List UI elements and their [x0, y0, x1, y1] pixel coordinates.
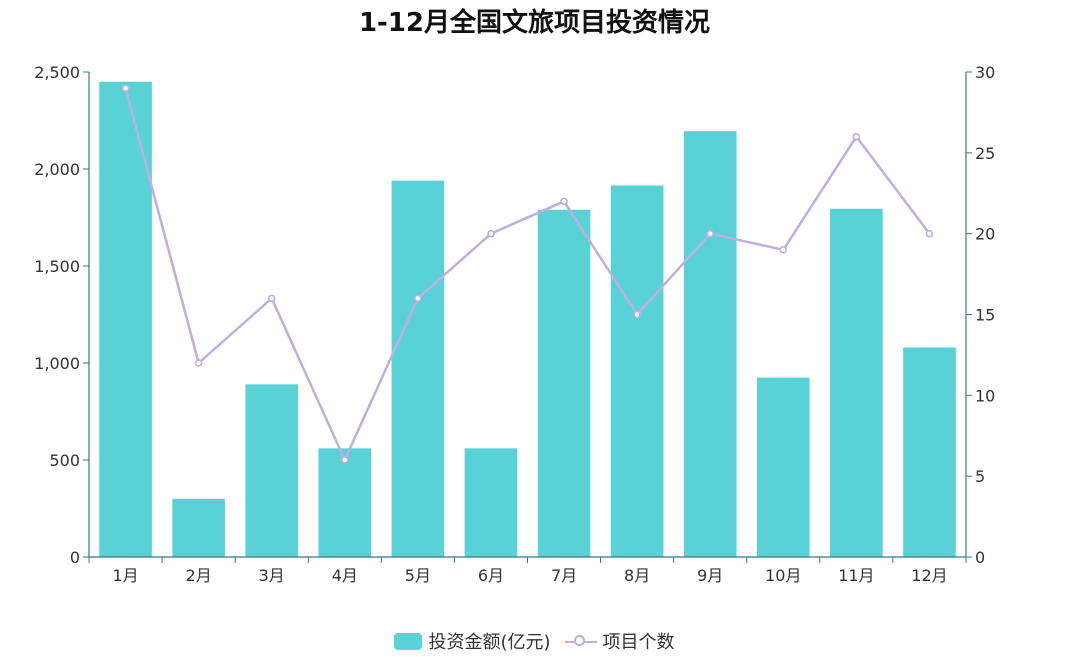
y-tick-label-right: 20	[975, 225, 995, 244]
line-point	[267, 294, 276, 303]
y-tick-label-left: 500	[49, 451, 80, 470]
y-tick-label-right: 5	[975, 467, 985, 486]
bar	[830, 208, 883, 557]
legend-bar-swatch	[394, 632, 423, 650]
y-tick-label-right: 10	[975, 386, 995, 405]
legend-label-investment: 投资金额(亿元)	[428, 632, 551, 653]
line-point	[414, 294, 422, 303]
x-tick-label: 10月	[765, 566, 801, 585]
bar	[172, 498, 225, 557]
bar	[391, 180, 445, 557]
line-point	[706, 229, 715, 238]
line-point	[779, 246, 788, 254]
x-tick-label: 1月	[112, 566, 138, 585]
bar	[464, 448, 518, 557]
y-tick-label-left: 0	[70, 548, 80, 567]
bar	[537, 209, 591, 558]
x-tick-label: 7月	[551, 566, 577, 585]
y-tick-label-left: 2,500	[34, 63, 80, 82]
x-tick-label: 2月	[186, 566, 212, 585]
x-tick-label: 5月	[405, 566, 431, 585]
line-point	[560, 197, 568, 206]
x-tick-label: 8月	[624, 566, 650, 585]
line-point	[340, 456, 349, 464]
bar	[610, 185, 664, 558]
bar	[756, 377, 810, 557]
line-point	[852, 132, 861, 141]
y-tick-label-right: 15	[975, 306, 995, 325]
legend: 投资金额(亿元) 项目个数	[0, 628, 1069, 654]
x-tick-label: 12月	[911, 566, 947, 585]
x-tick-label: 4月	[332, 566, 358, 585]
y-tick-label-left: 1,000	[34, 354, 80, 373]
x-tick-label: 9月	[697, 566, 723, 585]
y-tick-label-left: 1,500	[34, 257, 80, 276]
bar	[245, 384, 299, 557]
legend-item-project-count[interactable]: 项目个数	[564, 628, 675, 654]
project-count-line	[124, 87, 931, 464]
y-tick-label-right: 0	[975, 548, 985, 567]
line-point	[925, 229, 934, 238]
line-point	[487, 229, 495, 238]
line-point	[633, 310, 641, 319]
x-tick-label: 11月	[838, 566, 874, 585]
x-tick-label: 3月	[259, 566, 285, 585]
y-tick-label-left: 2,000	[34, 160, 80, 179]
x-tick-label: 6月	[478, 566, 504, 585]
chart-title: 1-12月全国文旅项目投资情况	[358, 8, 711, 38]
legend-item-investment[interactable]: 投资金额(亿元)	[394, 628, 551, 654]
bar	[683, 131, 737, 558]
line-point	[194, 359, 203, 367]
legend-label-project-count: 项目个数	[602, 632, 675, 653]
y-tick-label-right: 25	[975, 144, 995, 163]
legend-line-swatch	[564, 633, 597, 650]
line-point	[121, 84, 130, 92]
bar	[99, 81, 152, 557]
y-tick-label-right: 30	[975, 63, 995, 82]
bar	[903, 347, 956, 557]
bar	[318, 448, 372, 557]
